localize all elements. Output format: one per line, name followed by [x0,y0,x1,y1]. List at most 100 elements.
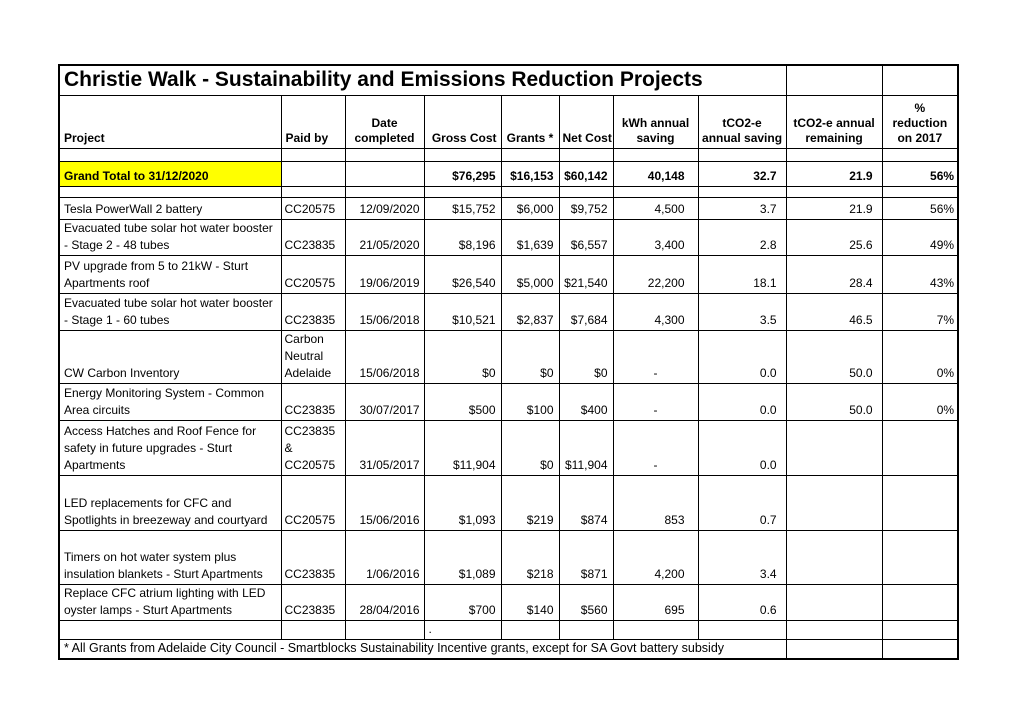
cell-grants: $0 [500,329,560,384]
footnote-row: * All Grants from Adelaide City Council … [58,638,959,659]
col-header-paid-by: Paid by [280,94,346,149]
cell-paid-by: CC23835 & CC20575 [280,419,346,476]
cell-paid-by: CC20575 [280,254,346,294]
cell-kwh-saving: - [612,329,699,384]
cell-pct-reduction [881,419,959,476]
cell-gross-cost: $10,521 [423,292,502,331]
cell-kwh-saving: 4,200 [612,529,699,585]
cell-pct-reduction [881,474,959,531]
cell-tco2-saving: 0.7 [697,474,787,531]
cell-kwh-saving: - [612,382,699,421]
cell-gross-cost: $1,089 [423,529,502,585]
cell-project: PV upgrade from 5 to 21kW - Sturt Apartm… [58,254,282,294]
table-row: Replace CFC atrium lighting with LED oys… [58,583,959,621]
cell-gross-cost: $8,196 [423,218,502,256]
cell-project: CW Carbon Inventory [58,329,282,384]
cell-kwh-saving: 22,200 [612,254,699,294]
cell-tco2-remaining [785,419,883,476]
cell-paid-by: CC23835 [280,218,346,256]
col-header-kwh-annual-saving: kWh annual saving [612,94,699,149]
cell-tco2-saving: 18.1 [697,254,787,294]
grand-total-row: Grand Total to 31/12/2020 $76,295 $16,15… [58,160,959,187]
cell-kwh-saving: - [612,419,699,476]
cell-gross-cost: $76,295 [423,160,502,187]
cell-gross-cost: $15,752 [423,196,502,220]
cell-paid-by: CC23835 [280,529,346,585]
empty-cell [881,638,959,659]
table-row: Tesla PowerWall 2 battery CC20575 12/09/20… [58,196,959,220]
table-row: Timers on hot water system plus insulati… [58,529,959,585]
cell-project: Evacuated tube solar hot water booster -… [58,292,282,331]
cell-date: 31/05/2017 [344,419,425,476]
table-row: PV upgrade from 5 to 21kW - Sturt Apartm… [58,254,959,294]
cell-tco2-remaining [785,529,883,585]
cell-pct-reduction: 56% [881,160,959,187]
cell-tco2-saving: 3.7 [697,196,787,220]
cell-project: Timers on hot water system plus insulati… [58,529,282,585]
cell-net-cost: $400 [558,382,614,421]
cell-gross-cost: $26,540 [423,254,502,294]
cell-net-cost: $21,540 [558,254,614,294]
cell-pct-reduction: 43% [881,254,959,294]
cell-grants: $2,837 [500,292,560,331]
cell-tco2-remaining: 25.6 [785,218,883,256]
cell-tco2-saving: 0.6 [697,583,787,621]
col-header-project: Project [58,94,282,149]
cell-tco2-saving: 3.5 [697,292,787,331]
cell-tco2-remaining: 21.9 [785,196,883,220]
cell-date: 15/06/2018 [344,292,425,331]
cell-net-cost: $874 [558,474,614,531]
cell-paid-by: CC23835 [280,292,346,331]
cell-date: 19/06/2019 [344,254,425,294]
cell-dot: . [423,619,502,640]
empty-cell [881,64,959,96]
cell-kwh-saving: 4,300 [612,292,699,331]
col-header-net-cost: Net Cost [558,94,614,149]
table-row: LED replacements for CFC and Spotlights … [58,474,959,531]
header-row: Project Paid by Date completed Gross Cos… [58,94,959,149]
empty-cell [785,64,883,96]
cell-grants: $6,000 [500,196,560,220]
document-title: Christie Walk - Sustainability and Emiss… [58,64,787,96]
cell-paid-by [280,160,346,187]
spacer-row [58,147,959,162]
cell-tco2-saving: 32.7 [697,160,787,187]
cell-grants: $5,000 [500,254,560,294]
col-header-tco2e-annual-saving: tCO2-e annual saving [697,94,787,149]
cell-project: Access Hatches and Roof Fence for safety… [58,419,282,476]
cell-net-cost: $0 [558,329,614,384]
cell-tco2-remaining: 46.5 [785,292,883,331]
cell-grants: $0 [500,419,560,476]
spacer-row-with-dot: . [58,619,959,640]
empty-cell [785,638,883,659]
cell-tco2-saving: 3.4 [697,529,787,585]
title-row: Christie Walk - Sustainability and Emiss… [58,64,959,96]
grand-total-label: Grand Total to 31/12/2020 [58,160,282,187]
cell-date: 1/06/2016 [344,529,425,585]
cell-date: 28/04/2016 [344,583,425,621]
cell-grants: $16,153 [500,160,560,187]
cell-pct-reduction: 0% [881,329,959,384]
cell-date: 15/06/2016 [344,474,425,531]
cell-kwh-saving: 40,148 [612,160,699,187]
cell-net-cost: $6,557 [558,218,614,256]
cell-tco2-remaining: 21.9 [785,160,883,187]
col-header-date-completed: Date completed [344,94,425,149]
cell-pct-reduction: 0% [881,382,959,421]
cell-date: 12/09/2020 [344,196,425,220]
cell-pct-reduction: 7% [881,292,959,331]
cell-grants: $1,639 [500,218,560,256]
cell-date: 15/06/2018 [344,329,425,384]
cell-paid-by: CC20575 [280,196,346,220]
cell-project: Replace CFC atrium lighting with LED oys… [58,583,282,621]
cell-tco2-saving: 0.0 [697,329,787,384]
table-row: Energy Monitoring System - Common Area c… [58,382,959,421]
spacer-row [58,185,959,198]
cell-net-cost: $560 [558,583,614,621]
cell-pct-reduction: 56% [881,196,959,220]
cell-net-cost: $7,684 [558,292,614,331]
spreadsheet-page: Christie Walk - Sustainability and Emiss… [58,64,960,660]
cell-tco2-remaining: 50.0 [785,382,883,421]
footnote: * All Grants from Adelaide City Council … [58,638,787,659]
cell-gross-cost: $0 [423,329,502,384]
